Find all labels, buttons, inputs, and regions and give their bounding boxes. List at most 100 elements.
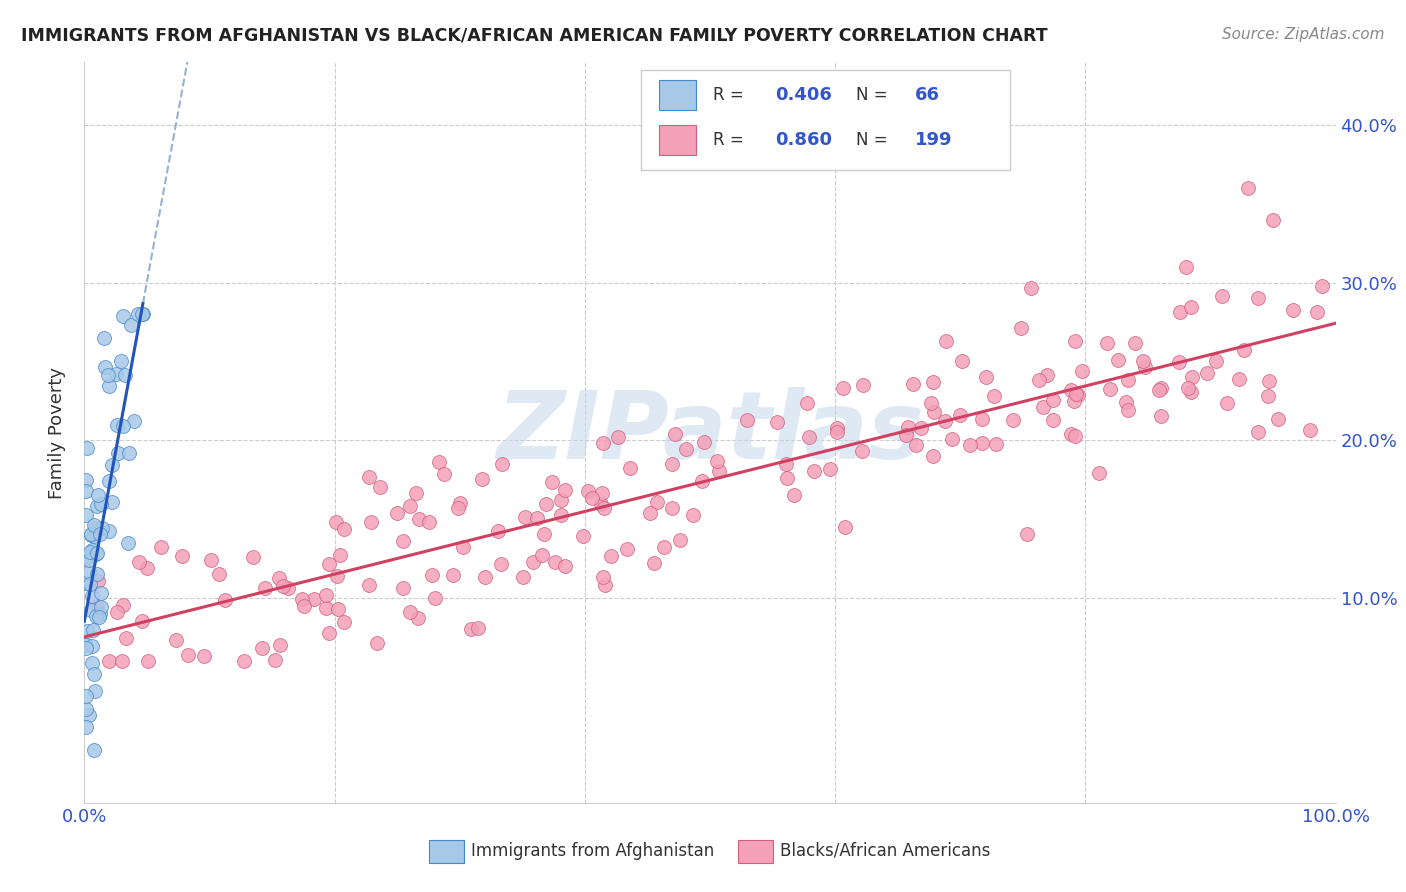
Point (111, 418, 134, 433)
Point (920, 396, 942, 410)
Point (1107, 353, 1129, 368)
Point (1042, 413, 1064, 427)
Point (897, 420, 920, 434)
Point (1299, 423, 1322, 437)
Point (1042, 392, 1064, 407)
Point (1211, 288, 1233, 302)
Point (77, 565, 100, 579)
Point (89, 526, 111, 541)
Point (1237, 181, 1260, 195)
Point (1267, 412, 1289, 426)
Point (1060, 383, 1083, 397)
Point (391, 533, 413, 548)
Point (1032, 401, 1054, 415)
Point (600, 549, 623, 563)
Point (922, 405, 945, 419)
Point (263, 653, 285, 667)
Point (661, 501, 683, 516)
Point (591, 498, 613, 512)
Point (706, 454, 728, 468)
Text: 0.860: 0.860 (775, 131, 832, 149)
Point (959, 438, 981, 452)
Point (449, 495, 471, 509)
Point (82, 657, 104, 671)
Point (941, 432, 963, 446)
Point (120, 318, 142, 332)
Point (90, 497, 112, 511)
Point (1312, 279, 1334, 293)
Point (135, 561, 157, 575)
Point (832, 381, 855, 395)
Point (852, 377, 875, 392)
Point (117, 536, 139, 550)
Point (332, 523, 354, 537)
Point (922, 449, 945, 463)
Point (1257, 389, 1279, 403)
Point (82, 590, 104, 604)
Point (1099, 382, 1122, 396)
Point (471, 472, 494, 486)
Point (90, 521, 112, 535)
Point (950, 353, 973, 368)
Point (75, 483, 97, 498)
Point (115, 632, 138, 646)
Text: N =: N = (856, 86, 893, 104)
Point (398, 605, 420, 619)
Point (513, 510, 536, 524)
Point (910, 421, 932, 435)
Point (423, 591, 446, 606)
Point (675, 442, 697, 456)
Point (645, 495, 668, 509)
Text: 66: 66 (915, 86, 941, 104)
Point (128, 555, 150, 569)
Point (970, 411, 993, 425)
Point (408, 610, 430, 624)
Point (894, 427, 917, 442)
Point (112, 598, 135, 612)
Y-axis label: Family Poverty: Family Poverty (48, 367, 66, 499)
Point (766, 415, 789, 429)
Text: R =: R = (713, 86, 748, 104)
Point (593, 578, 616, 592)
Point (661, 458, 683, 472)
Point (522, 555, 544, 569)
Point (818, 462, 841, 476)
Point (332, 615, 354, 629)
Point (385, 506, 408, 520)
Point (75, 473, 97, 487)
Point (83, 742, 105, 756)
Point (418, 515, 440, 529)
Point (111, 309, 134, 323)
Point (1180, 300, 1202, 314)
Point (114, 368, 136, 382)
Point (86, 547, 108, 561)
Point (420, 567, 443, 582)
Point (512, 569, 534, 583)
Point (366, 636, 388, 650)
Point (1021, 281, 1043, 295)
Point (541, 475, 564, 490)
Point (172, 549, 194, 564)
Point (1060, 427, 1083, 442)
Point (1181, 370, 1204, 384)
Point (901, 376, 924, 391)
Point (1306, 305, 1329, 319)
Point (1147, 384, 1170, 398)
Point (491, 457, 513, 471)
Point (98, 654, 121, 668)
Text: R =: R = (713, 131, 748, 149)
Point (110, 354, 132, 368)
Bar (659, 80, 696, 110)
Point (776, 471, 799, 485)
Point (1247, 425, 1270, 440)
Point (976, 369, 998, 384)
Point (531, 548, 554, 562)
Point (254, 582, 277, 596)
Point (474, 570, 496, 584)
Bar (659, 125, 696, 155)
Point (1095, 336, 1118, 351)
Point (447, 500, 470, 515)
Point (214, 593, 236, 607)
Point (89, 607, 111, 621)
Point (1133, 360, 1156, 375)
